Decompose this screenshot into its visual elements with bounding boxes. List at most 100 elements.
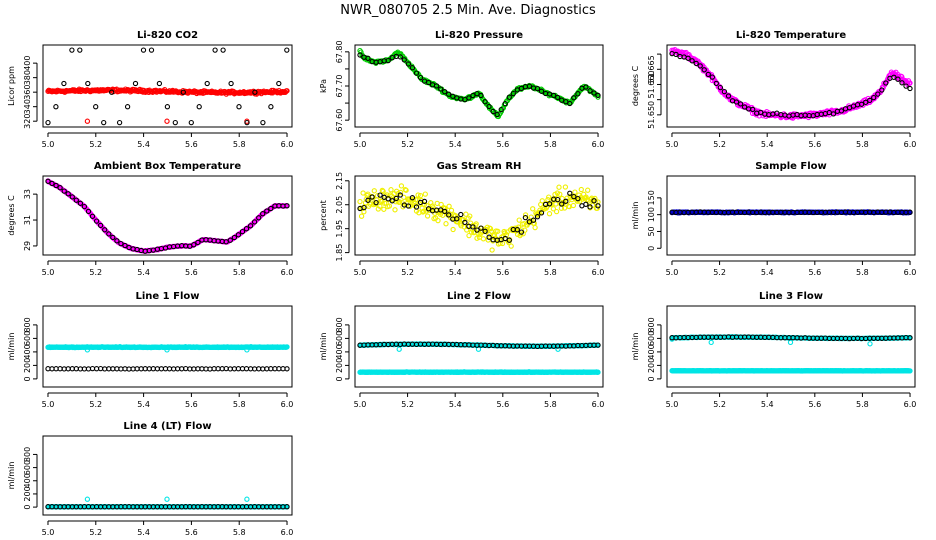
y-tick-label: 1.85 [335, 244, 344, 262]
x-tick-label: 5.8 [233, 140, 246, 149]
data-point [61, 188, 67, 194]
data-point [397, 189, 404, 196]
y-tick-label: 51.660 [647, 70, 656, 98]
chart-panel-1: Li-820 CO2 5.0 5.2 5.4 5.6 5.8 6.0 320340360380… [7, 30, 293, 149]
series-cyan-low [357, 369, 601, 376]
data-point [97, 222, 104, 229]
series-black [669, 209, 913, 216]
series-black [357, 190, 601, 243]
data-points [669, 334, 913, 374]
y-tick-label: 0 [335, 376, 344, 381]
data-point [385, 196, 391, 202]
data-point [118, 240, 124, 247]
data-point [556, 184, 562, 190]
data-point [386, 203, 393, 209]
data-point [392, 207, 398, 213]
data-point [594, 205, 600, 211]
y-tick-label: 600 [335, 331, 344, 346]
data-point [421, 208, 427, 214]
data-point [858, 101, 865, 107]
data-point [106, 231, 112, 237]
data-point [708, 339, 714, 346]
x-tick-label: 5.4 [449, 140, 462, 149]
y-tick-label: 600 [23, 460, 32, 475]
data-point [369, 194, 375, 200]
data-point [555, 346, 561, 352]
data-point [585, 187, 591, 193]
data-point [466, 232, 472, 239]
data-point [473, 221, 479, 227]
chart-panel-9: Line 3 Flow 5.0 5.2 5.4 5.6 5.8 6.0 0 2004006008… [631, 291, 916, 409]
x-tick-label: 6.0 [281, 400, 294, 409]
x-tick-label: 5.6 [185, 268, 198, 277]
data-point [89, 213, 96, 219]
x-tick-label: 5.2 [89, 400, 102, 409]
data-point [534, 214, 541, 220]
data-point [486, 103, 492, 110]
page-title: NWR_080705 2.5 Min. Ave. Diagnostics [340, 3, 596, 18]
data-point [57, 185, 63, 191]
data-point [244, 496, 250, 502]
data-point [93, 218, 100, 224]
y-tick-label: 200 [23, 358, 32, 373]
series-cyan-low [669, 367, 913, 374]
data-point [132, 80, 139, 87]
data-point [422, 191, 428, 197]
data-point [393, 195, 399, 202]
data-point [284, 203, 290, 209]
series-black [357, 341, 601, 350]
y-tick-label: 33 [23, 189, 32, 199]
data-point [284, 47, 290, 53]
data-point [84, 118, 91, 124]
y-tick-label: 67.70 [335, 75, 344, 98]
data-point [102, 227, 108, 233]
data-point [562, 184, 569, 190]
data-point [515, 224, 522, 230]
data-point [907, 335, 913, 341]
data-points [45, 47, 290, 126]
data-point [53, 104, 59, 110]
data-point [478, 225, 484, 231]
plot-frame [354, 44, 604, 128]
data-point [591, 198, 597, 204]
data-point [530, 206, 536, 212]
data-point [830, 111, 837, 117]
data-point [73, 197, 79, 203]
data-point [284, 504, 290, 510]
y-tick-label: 1.95 [335, 220, 344, 238]
data-point [396, 346, 402, 352]
data-point [467, 213, 473, 219]
data-point [553, 208, 560, 215]
data-point [502, 100, 508, 107]
y-tick-label: 51.665 [647, 55, 656, 83]
data-point [235, 232, 242, 238]
data-point [379, 187, 385, 194]
data-point [360, 190, 366, 196]
y-tick-label: 400 [23, 56, 32, 71]
series-magenta [45, 178, 290, 254]
y-tick-label: 31 [23, 215, 32, 225]
data-point [398, 183, 405, 189]
data-point [464, 227, 470, 233]
data-point [546, 194, 552, 200]
data-point [49, 180, 55, 187]
x-tick-label: 5.2 [401, 140, 414, 149]
data-point [381, 206, 387, 212]
x-tick-label: 5.6 [185, 400, 198, 409]
data-point [575, 195, 581, 202]
x-tick-label: 5.0 [42, 140, 55, 149]
chart-panel-8: Line 2 Flow 5.0 5.2 5.4 5.6 5.8 6.0 0 2004006008… [319, 291, 604, 409]
y-tick-label: 2.15 [335, 172, 344, 190]
data-point [595, 92, 601, 99]
data-point [446, 91, 452, 97]
data-point [875, 91, 881, 97]
series-black [45, 365, 290, 372]
panel-title: Sample Flow [755, 161, 827, 172]
data-point [532, 224, 538, 231]
data-point [140, 47, 147, 53]
data-point [397, 192, 403, 198]
data-point [701, 67, 707, 73]
data-point [489, 247, 495, 253]
x-tick-label: 5.4 [761, 400, 774, 409]
y-tick-label: 800 [23, 447, 32, 462]
